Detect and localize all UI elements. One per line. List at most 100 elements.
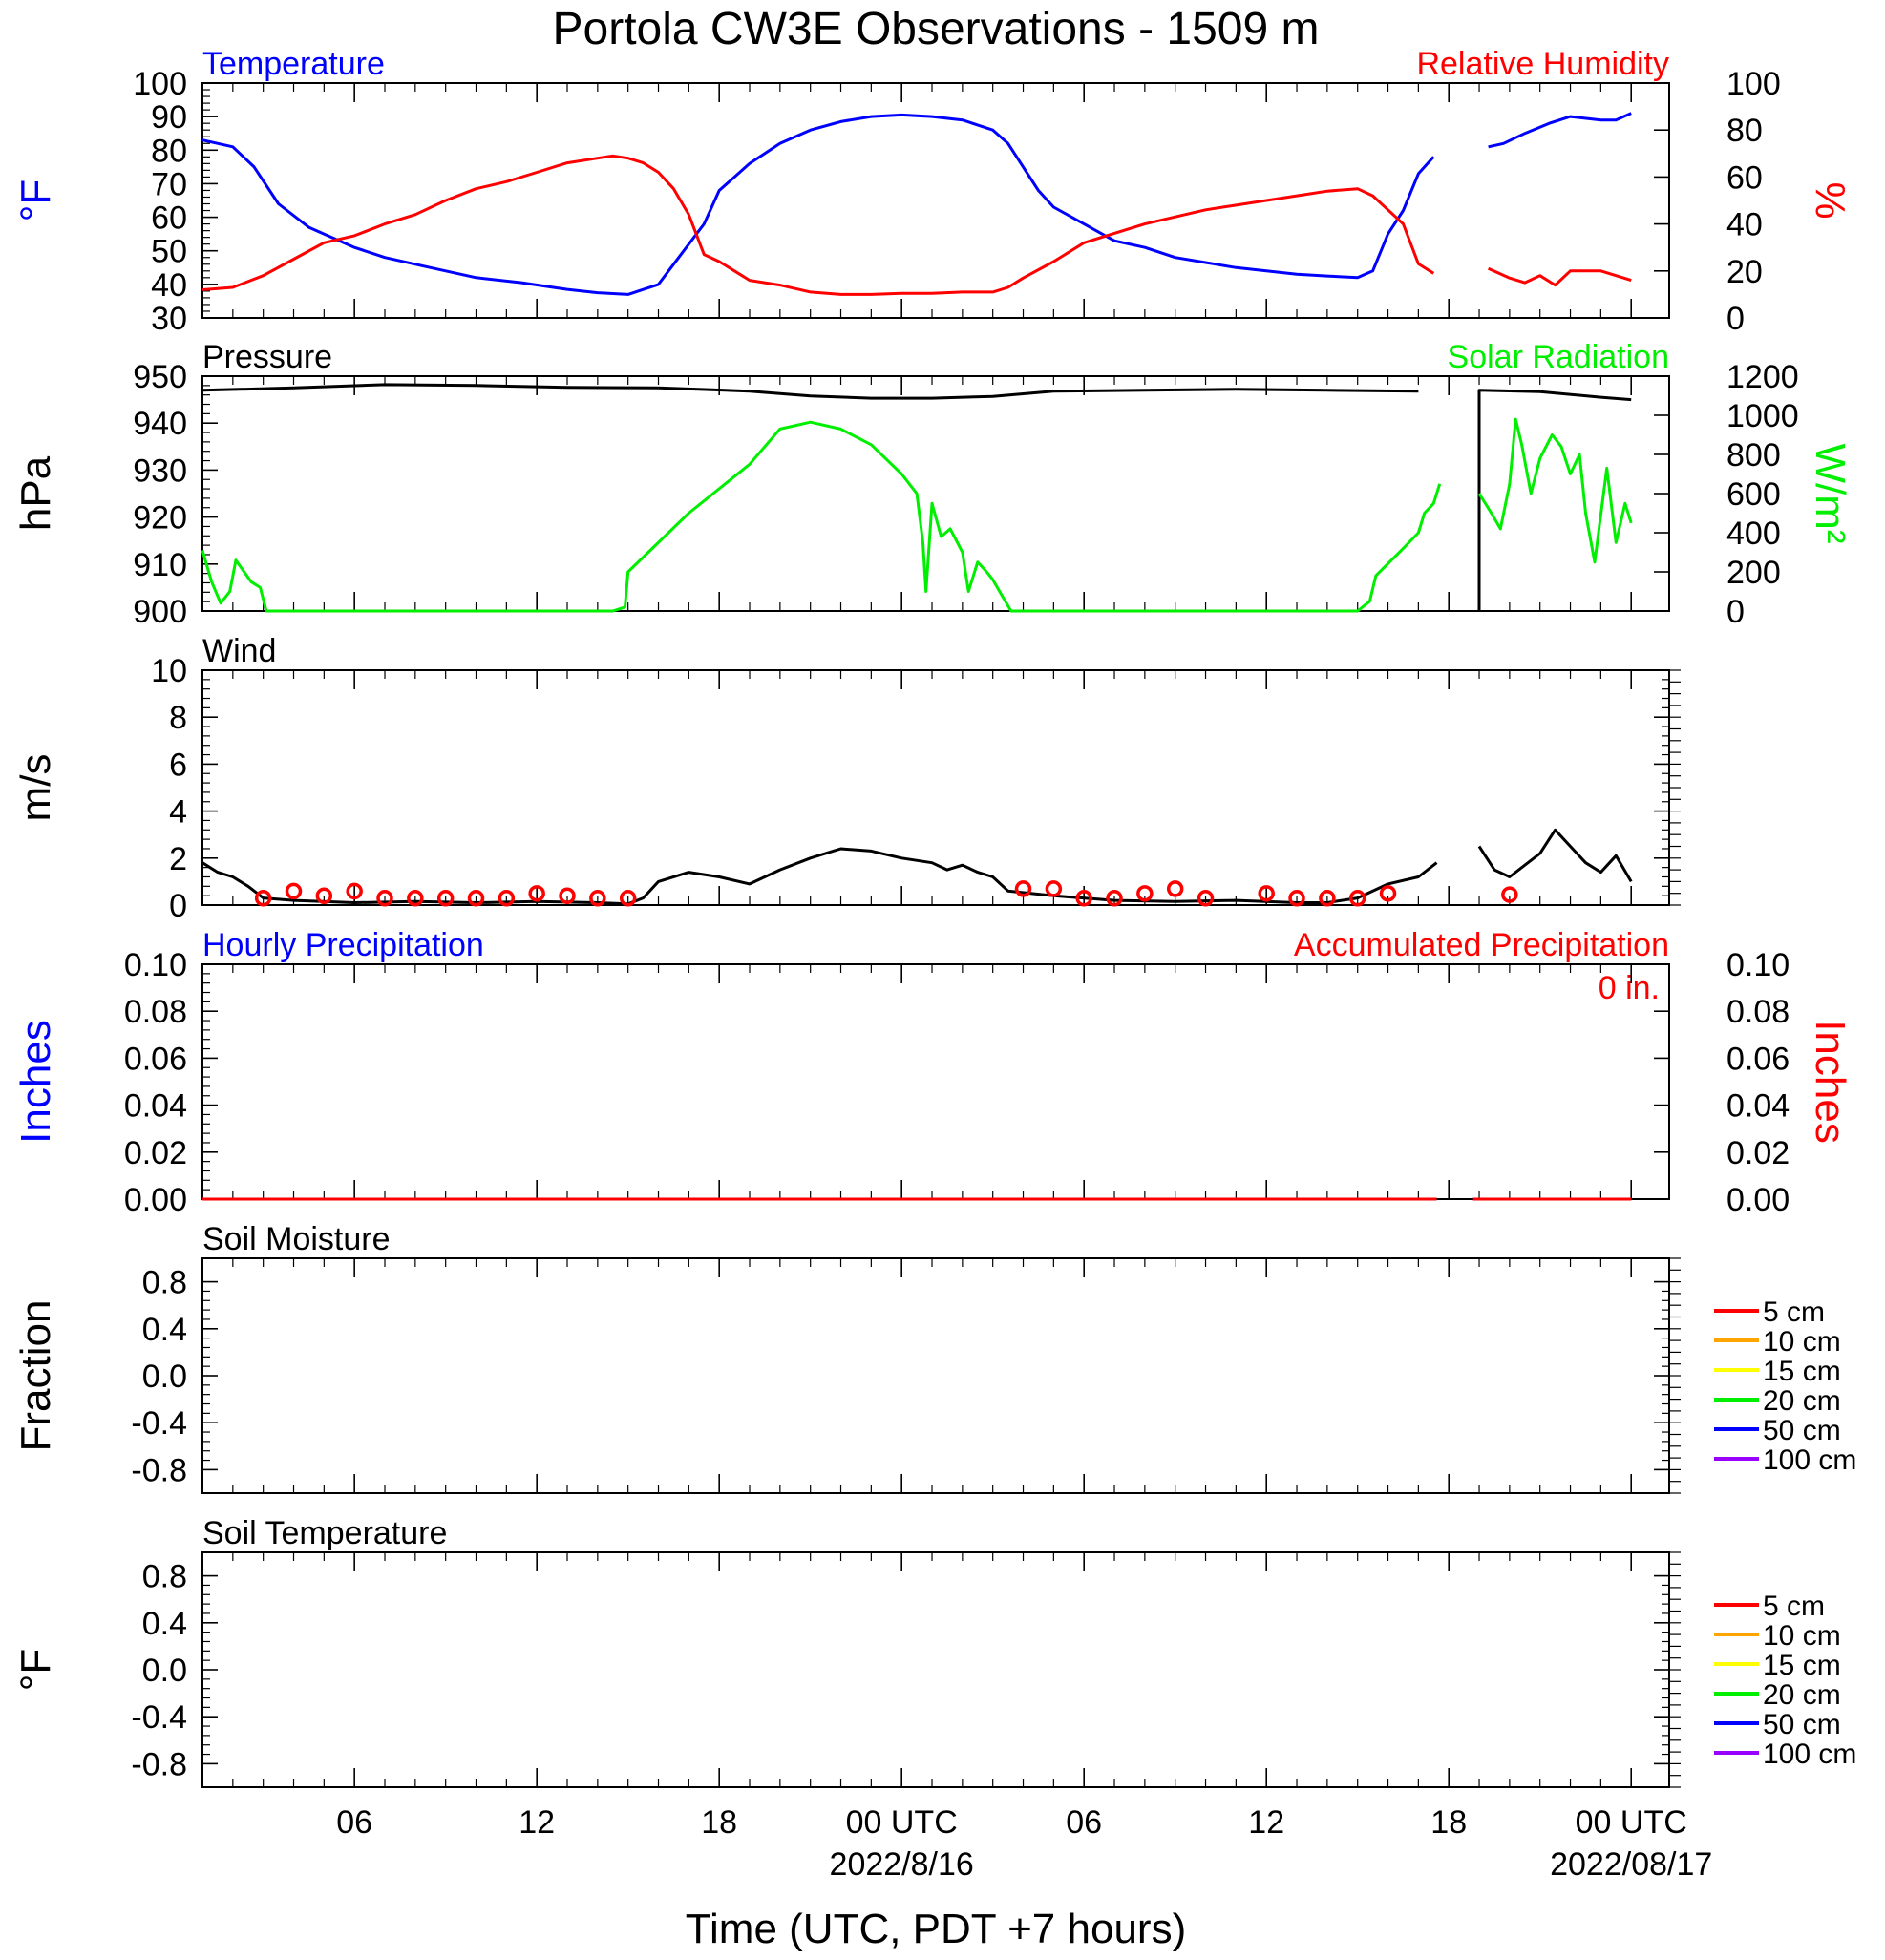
chart-title: Portola CW3E Observations - 1509 m: [553, 4, 1320, 54]
legend-label: 50 cm: [1763, 1709, 1841, 1740]
panel-4: -0.8 -0.4 0.0 0.4 0.8 Soil Moisture Fraction 5 …: [12, 1221, 1856, 1494]
accumulated-total: 0 in.: [1599, 970, 1660, 1006]
y-tick-label-left: 80: [151, 133, 187, 169]
legend-label: 15 cm: [1763, 1356, 1841, 1387]
y-tick-label-right: 0.06: [1726, 1041, 1790, 1077]
panel-frame: [201, 669, 1670, 906]
y-axis-label-left: °F: [12, 1649, 59, 1691]
x-tick-label: 12: [519, 1804, 555, 1841]
gust-marker: [1197, 890, 1215, 907]
y-tick-label-right: 20: [1726, 254, 1763, 290]
y-axis-label-right: W/m²: [1807, 443, 1853, 543]
legend-label: 10 cm: [1763, 1620, 1841, 1652]
y-tick-label-right: 0.10: [1726, 947, 1790, 983]
y-tick-label-right: 600: [1726, 476, 1781, 513]
y-tick-label-left: 900: [133, 594, 187, 630]
gust-marker: [498, 890, 516, 907]
gust-marker: [1319, 890, 1336, 907]
y-tick-label-left: 70: [151, 166, 187, 202]
y-tick-label-left: -0.8: [131, 1452, 187, 1488]
gust-marker: [1348, 890, 1366, 907]
panel-title-left: Soil Temperature: [202, 1515, 447, 1551]
gust-marker: [1166, 880, 1184, 897]
y-tick-label-left: 0.8: [142, 1559, 187, 1595]
y-tick-label-left: -0.8: [131, 1746, 187, 1782]
gust-marker: [346, 882, 363, 900]
gust-marker: [254, 890, 272, 907]
gust-marker: [1106, 890, 1123, 907]
y-tick-label-left: 940: [133, 406, 187, 442]
y-tick-label-right: 100: [1726, 66, 1781, 102]
panel-frame: [201, 1551, 1670, 1788]
y-axis-label-left: Inches: [12, 1020, 59, 1144]
y-axis-label-right: %: [1807, 181, 1853, 219]
legend-label: 5 cm: [1763, 1296, 1825, 1328]
gust-marker: [407, 890, 424, 907]
panel-title-left: Soil Moisture: [202, 1221, 391, 1257]
y-tick-label-right: 40: [1726, 207, 1763, 243]
y-tick-label-left: 0.4: [142, 1312, 187, 1348]
x-tick-label: 12: [1248, 1804, 1284, 1841]
x-axis-label: Time (UTC, PDT +7 hours): [686, 1906, 1186, 1952]
panel-title-right: Accumulated Precipitation: [1294, 927, 1669, 963]
y-tick-label-left: 0.0: [142, 1359, 187, 1395]
y-tick-label-right: 1200: [1726, 359, 1799, 395]
panel-title-right: Solar Radiation: [1448, 339, 1669, 375]
panel-0: 30405060708090100020406080100Temperature…: [12, 46, 1853, 337]
series-wind-speed: [201, 828, 1633, 906]
y-tick-label-left: 0.4: [142, 1606, 187, 1642]
gust-marker: [467, 890, 485, 907]
gust-marker: [1379, 885, 1397, 902]
y-tick-label-left: -0.4: [131, 1699, 187, 1736]
gust-marker: [1136, 885, 1154, 902]
y-tick-label-right: 200: [1726, 555, 1781, 591]
y-tick-label-left: 0.02: [124, 1135, 187, 1171]
gust-marker: [559, 887, 576, 905]
panel-title-left: Temperature: [202, 46, 385, 82]
x-axis: 06 12 18 00 UTC 2022/8/16 06 12 18 00 UTC 2022/08…: [336, 1804, 1712, 1883]
y-tick-label-right: 400: [1726, 516, 1781, 552]
y-tick-label-left: 90: [151, 99, 187, 136]
legend-label: 100 cm: [1763, 1739, 1856, 1770]
legend-label: 10 cm: [1763, 1326, 1841, 1358]
series-pressure: [201, 383, 1632, 611]
gust-marker: [619, 890, 637, 907]
y-tick-label-left: 100: [133, 66, 187, 102]
y-axis-label-right: Inches: [1807, 1020, 1853, 1144]
gust-marker: [589, 890, 606, 907]
y-tick-label-right: 0.02: [1726, 1135, 1790, 1171]
gust-marker: [1014, 880, 1032, 897]
y-tick-label-left: 0.04: [124, 1088, 187, 1125]
y-tick-label-right: 60: [1726, 159, 1763, 196]
panel-frame: [201, 1257, 1670, 1494]
x-tick-label: 00 UTC: [1576, 1804, 1687, 1841]
y-axis-label-left: °F: [12, 179, 59, 221]
y-tick-label-right: 1000: [1726, 398, 1799, 434]
y-tick-label-right: 0: [1726, 301, 1745, 337]
legend-label: 100 cm: [1763, 1444, 1856, 1476]
y-axis-label-left: hPa: [12, 455, 59, 531]
gust-marker: [1258, 885, 1275, 902]
y-tick-label-right: 0: [1726, 594, 1745, 630]
y-tick-label-left: 0: [169, 888, 187, 924]
y-tick-label-left: 910: [133, 547, 187, 583]
y-tick-label-right: 0.08: [1726, 994, 1790, 1030]
gust-marker: [1045, 880, 1063, 897]
y-tick-label-left: -0.4: [131, 1405, 187, 1442]
panel-3: 0.00 0.02 0.04 0.06 0.08 0.10 0.00 0.02 0.04 0.06…: [12, 927, 1853, 1218]
gust-marker: [285, 882, 303, 900]
panel-frame: [201, 963, 1670, 1200]
panel-frame: [201, 82, 1670, 319]
gust-marker: [436, 890, 455, 907]
y-tick-label-left: 0.10: [124, 947, 187, 983]
y-tick-label-left: 2: [169, 841, 187, 877]
y-tick-label-right: 80: [1726, 113, 1763, 149]
panel-frame: [201, 375, 1670, 612]
y-axis-label-left: m/s: [12, 754, 59, 822]
y-tick-label-left: 40: [151, 267, 187, 304]
y-tick-label-left: 50: [151, 234, 187, 270]
y-tick-label-right: 0.00: [1726, 1182, 1790, 1218]
